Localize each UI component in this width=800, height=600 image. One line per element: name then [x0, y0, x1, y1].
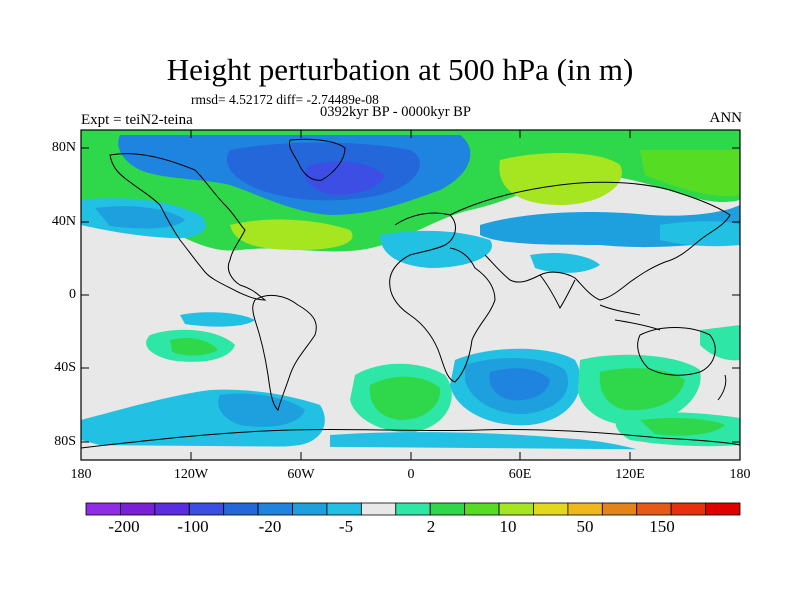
colorbar-label: -100: [177, 517, 209, 536]
colorbar-swatch: [567, 502, 603, 516]
lon-label-0: 0: [407, 467, 415, 482]
lon-label-60e: 60E: [508, 467, 532, 482]
lon-label-180e: 180: [729, 467, 751, 482]
colorbar-swatch: [498, 502, 534, 516]
lon-label-120w: 120W: [173, 467, 209, 482]
lon-label-60w: 60W: [287, 467, 315, 482]
colorbar-swatch: [636, 502, 672, 516]
colorbar-swatch: [85, 502, 121, 516]
contour-field: [81, 130, 740, 460]
lat-label-0: 0: [69, 287, 76, 302]
colorbar-swatch: [360, 502, 397, 516]
experiment-label: Expt = teiN2-teina: [81, 112, 193, 128]
lon-label-120e: 120E: [615, 467, 645, 482]
colorbar-swatch: [429, 502, 466, 516]
colorbar-label: 2: [426, 517, 436, 536]
colorbar-swatch: [705, 502, 741, 516]
lon-label-180w: 180: [70, 467, 92, 482]
stats-line: rmsd= 4.52172 diff= -2.74489e-08: [191, 92, 379, 107]
colorbar-swatch: [533, 502, 569, 516]
lon-tick-marks: [190, 130, 631, 460]
lat-label-40n: 40N: [51, 214, 76, 229]
colorbar-swatch: [120, 502, 156, 516]
colorbar-swatch: [326, 502, 362, 516]
colorbar-swatch: [464, 502, 500, 516]
season-label: ANN: [709, 110, 743, 126]
colorbar-label: 150: [649, 517, 675, 536]
period-label: 0392kyr BP - 0000kyr BP: [320, 104, 471, 120]
lat-tick-marks: [81, 147, 740, 443]
colorbar-swatch: [395, 502, 431, 516]
colorbar-label: -20: [258, 517, 282, 536]
colorbar-swatch: [188, 502, 225, 516]
colorbar-label: 50: [576, 517, 594, 536]
lat-label-40s: 40S: [54, 360, 76, 375]
colorbar-swatch: [670, 502, 706, 516]
lat-label-80n: 80N: [51, 140, 76, 155]
colorbar-label: -200: [108, 517, 140, 536]
colorbar-swatch: [601, 502, 638, 516]
colorbar-swatch: [257, 502, 293, 516]
colorbar-swatch: [154, 502, 190, 516]
colorbar-swatch: [292, 502, 328, 516]
coastline-icon: [81, 138, 740, 449]
colorbar-swatch: [223, 502, 259, 516]
lat-label-80s: 80S: [54, 434, 76, 449]
plot-title: Height perturbation at 500 hPa (in m): [166, 52, 634, 87]
colorbar: [85, 502, 741, 516]
colorbar-label: 10: [499, 517, 517, 536]
colorbar-label: -5: [338, 517, 354, 536]
